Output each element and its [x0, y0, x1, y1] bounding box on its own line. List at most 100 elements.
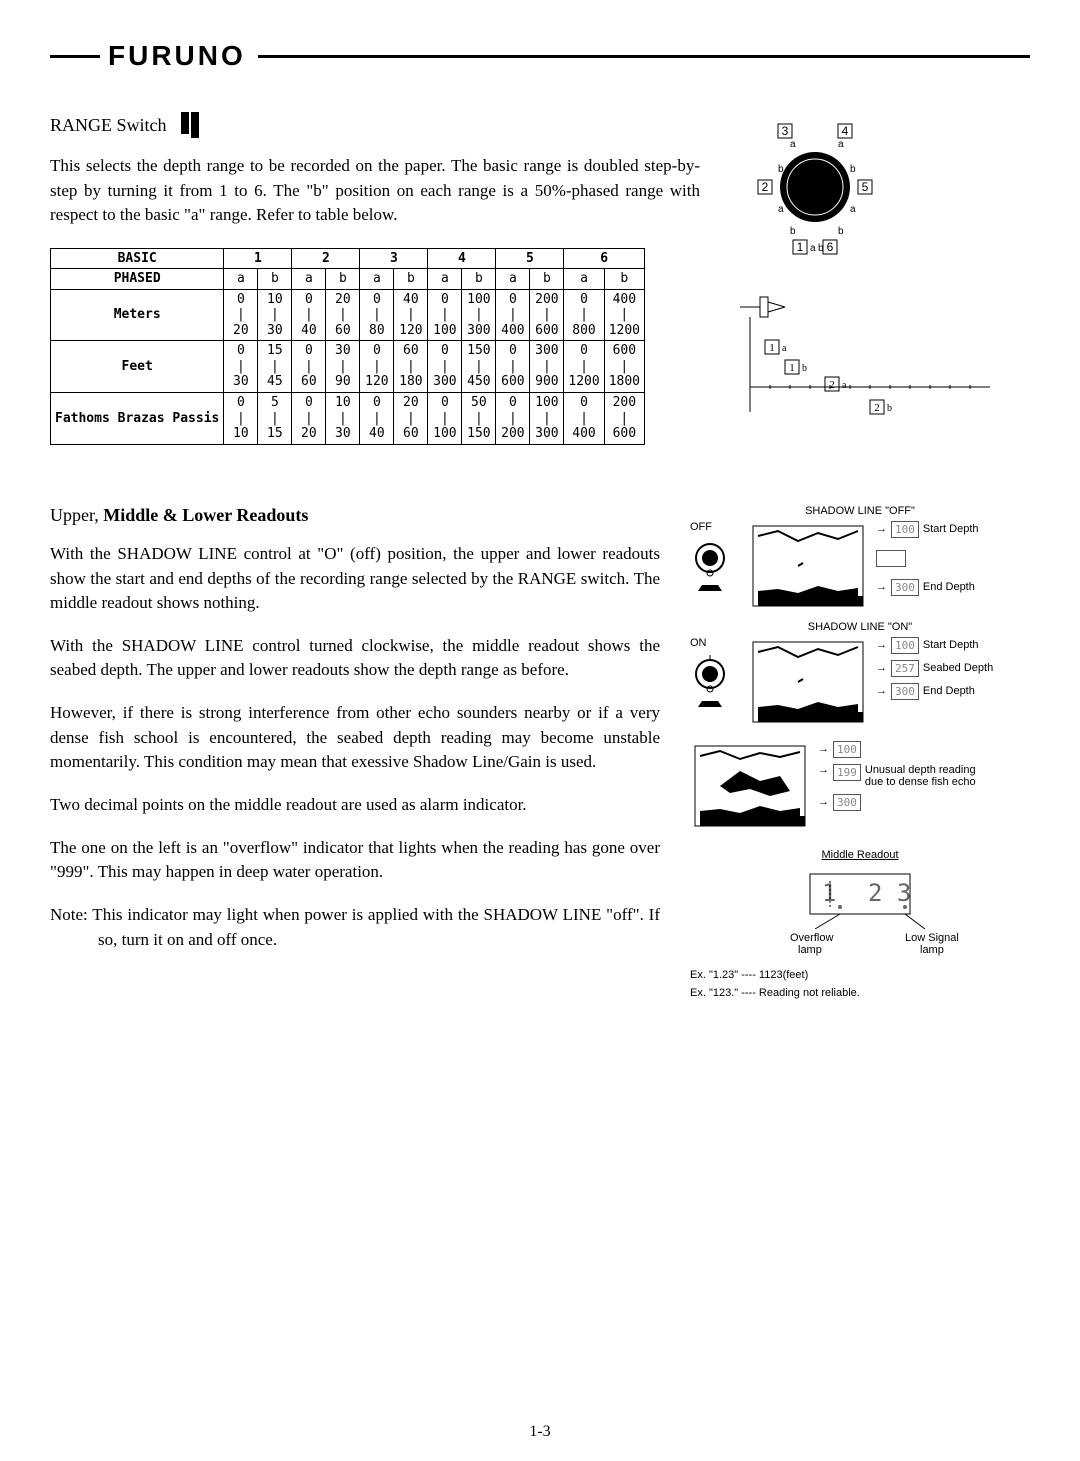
table-cell: 0 | 400	[564, 393, 604, 445]
table-cell: b	[258, 268, 292, 289]
table-cell: 0 | 80	[360, 289, 394, 341]
svg-text:5: 5	[862, 180, 869, 194]
readouts-p2: With the SHADOW LINE control turned cloc…	[50, 634, 660, 683]
echo-chart-off	[748, 521, 868, 611]
table-header: 6	[564, 248, 645, 268]
table-header: 5	[496, 248, 564, 268]
on-label: ON	[690, 637, 740, 649]
brand-header: FURUNO	[50, 40, 1030, 72]
table-header: 4	[428, 248, 496, 268]
svg-text:1: 1	[797, 240, 804, 254]
svg-text:lamp: lamp	[798, 944, 822, 956]
echo-chart-unusual	[690, 741, 810, 831]
table-cell: 60 | 180	[394, 341, 428, 393]
table-cell: a	[224, 268, 258, 289]
table-cell: 15 | 45	[258, 341, 292, 393]
table-cell: 0 | 100	[428, 289, 462, 341]
table-cell: 0 | 20	[224, 289, 258, 341]
table-cell: 0 | 120	[360, 341, 394, 393]
svg-text:a: a	[838, 139, 844, 150]
shadow-off-label: SHADOW LINE "OFF"	[690, 505, 1030, 517]
svg-text:3: 3	[782, 124, 789, 138]
brand-line-right	[258, 55, 1030, 58]
readouts-note: Note: This indicator may light when powe…	[50, 903, 660, 952]
middle-readout-label: Middle Readout	[690, 849, 1030, 861]
table-row: PHASED abababababab	[51, 268, 645, 289]
svg-text:lamp: lamp	[920, 944, 944, 956]
table-cell: b	[326, 268, 360, 289]
example-1: Ex. "1.23" ---- 1123(feet)	[690, 969, 1030, 981]
table-cell: b	[394, 268, 428, 289]
readouts-p4: Two decimal points on the middle readout…	[50, 793, 660, 818]
svg-text:b: b	[850, 164, 856, 175]
end-depth-label: End Depth	[923, 581, 975, 593]
svg-text:2: 2	[762, 180, 769, 194]
readouts-title-pre: Upper,	[50, 505, 103, 525]
table-cell: 50 | 150	[462, 393, 496, 445]
readout-start: 100	[891, 521, 919, 538]
svg-text:1: 1	[789, 362, 795, 374]
table-cell: 300 | 900	[530, 341, 564, 393]
table-cell: 0 | 20	[292, 393, 326, 445]
range-table: BASIC 1 2 3 4 5 6 PHASED abababababab Me…	[50, 248, 645, 445]
table-cell: 20 | 60	[326, 289, 360, 341]
readouts-heading: Upper, Middle & Lower Readouts	[50, 505, 660, 526]
table-cell: b	[462, 268, 496, 289]
table-cell: 0 | 100	[428, 393, 462, 445]
svg-text:b: b	[838, 226, 844, 237]
shadow-on-label: SHADOW LINE "ON"	[690, 621, 1030, 633]
page-number: 1-3	[529, 1423, 550, 1441]
table-cell: a	[292, 268, 326, 289]
table-cell: 0 | 1200	[564, 341, 604, 393]
svg-text:a: a	[790, 139, 796, 150]
brand-logo-text: FURUNO	[108, 40, 246, 72]
table-header: Feet	[51, 341, 224, 393]
table-cell: 0 | 400	[496, 289, 530, 341]
table-cell: 150 | 450	[462, 341, 496, 393]
table-header: BASIC	[51, 248, 224, 268]
svg-text:2: 2	[874, 402, 880, 414]
table-header: 2	[292, 248, 360, 268]
table-cell: b	[530, 268, 564, 289]
readout-end: 300	[891, 579, 919, 596]
table-cell: 0 | 200	[496, 393, 530, 445]
svg-text:1: 1	[822, 879, 836, 907]
table-cell: a	[360, 268, 394, 289]
readouts-title-bold: Middle & Lower Readouts	[103, 505, 308, 525]
table-cell: 0 | 60	[292, 341, 326, 393]
readouts-p3: However, if there is strong interference…	[50, 701, 660, 775]
table-cell: 100 | 300	[530, 393, 564, 445]
svg-text:a: a	[850, 204, 856, 215]
readout-u3: 300	[833, 794, 861, 811]
table-cell: 0 | 800	[564, 289, 604, 341]
table-cell: b	[604, 268, 644, 289]
range-switch-title: RANGE Switch	[50, 115, 167, 136]
table-header: Fathoms Brazas Passis	[51, 393, 224, 445]
table-cell: 10 | 30	[258, 289, 292, 341]
table-cell: a	[496, 268, 530, 289]
svg-text:Overflow: Overflow	[790, 932, 833, 944]
table-cell: 100 | 300	[462, 289, 496, 341]
table-cell: 0 | 40	[360, 393, 394, 445]
readout-start2: 100	[891, 637, 919, 654]
start-depth-label: Start Depth	[923, 523, 979, 535]
end-depth-label2: End Depth	[923, 685, 975, 697]
table-cell: a	[564, 268, 604, 289]
unusual-label: Unusual depth reading due to dense fish …	[865, 764, 985, 788]
table-header: PHASED	[51, 268, 224, 289]
table-cell: 600 | 1800	[604, 341, 644, 393]
table-cell: 40 | 120	[394, 289, 428, 341]
table-row: Meters 0 | 2010 | 300 | 4020 | 600 | 804…	[51, 289, 645, 341]
svg-text:a: a	[842, 380, 847, 391]
table-cell: 200 | 600	[530, 289, 564, 341]
svg-text:Low Signal: Low Signal	[905, 932, 959, 944]
svg-text:b: b	[778, 164, 784, 175]
svg-text:a: a	[810, 243, 816, 254]
off-label: OFF	[690, 521, 740, 533]
table-cell: 400 | 1200	[604, 289, 644, 341]
readout-seabed: 257	[891, 660, 919, 677]
table-cell: 0 | 10	[224, 393, 258, 445]
table-cell: a	[428, 268, 462, 289]
svg-text:a: a	[782, 343, 787, 354]
seabed-depth-label: Seabed Depth	[923, 662, 993, 674]
